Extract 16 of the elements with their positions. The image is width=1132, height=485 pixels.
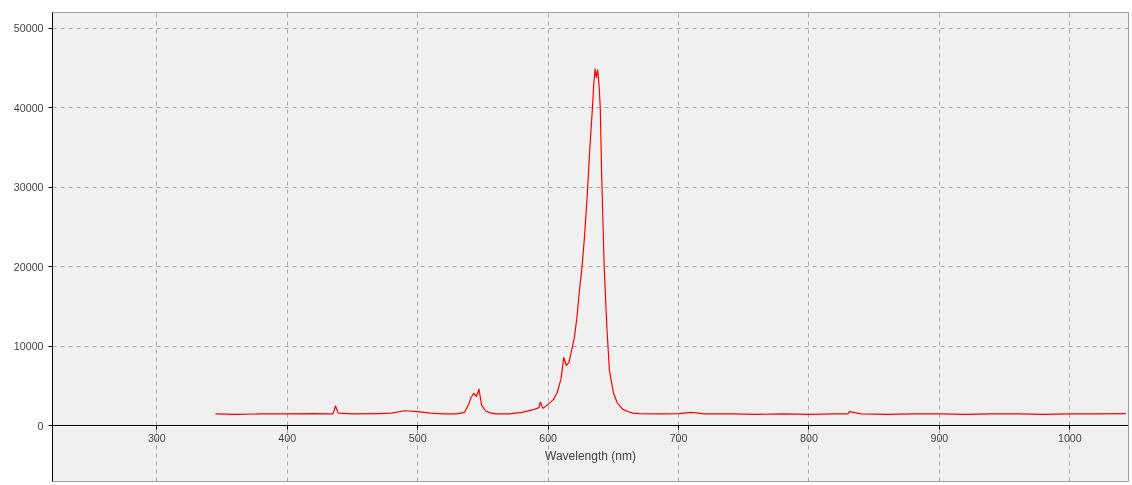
- x-tick-label: 1000: [1057, 431, 1082, 444]
- y-tick-label: 30000: [13, 181, 44, 194]
- x-tick-label: 500: [408, 431, 427, 444]
- x-tick-label: 700: [669, 431, 688, 444]
- x-axis-title: Wavelength (nm): [545, 448, 636, 463]
- line-series: [214, 68, 1127, 415]
- x-tick-label: 800: [800, 431, 818, 444]
- y-tick-label: 10000: [13, 340, 44, 353]
- y-tick-label: 50000: [13, 22, 44, 35]
- y-tick-label: 20000: [13, 260, 44, 273]
- y-tick-label: 0: [37, 419, 44, 432]
- x-tick-label: 900: [930, 431, 949, 444]
- y-tick-label: 40000: [13, 101, 44, 114]
- x-tick-label: 300: [147, 431, 166, 444]
- x-tick-label: 400: [278, 431, 297, 444]
- x-tick-label: 600: [539, 431, 558, 444]
